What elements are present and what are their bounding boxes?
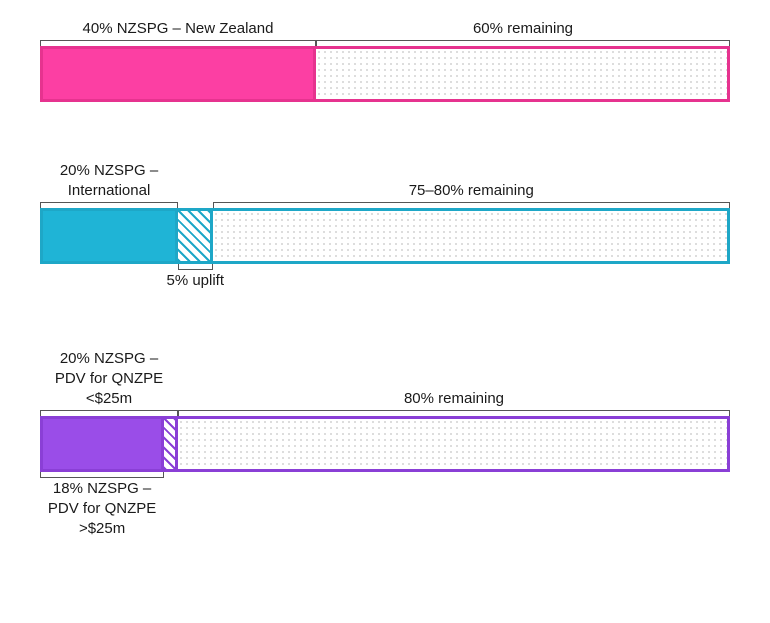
intl-seg-uplift	[178, 208, 213, 264]
nz-seg-remain	[316, 46, 730, 102]
intl-remain-label: 75–80% remaining	[409, 182, 534, 202]
pdv-top-label-l2: PDV for QNZPE	[55, 370, 163, 390]
pdv-top-labels: 20% NZSPG – PDV for QNZPE <$25m 80% rema…	[40, 350, 730, 416]
nz-main-label: 40% NZSPG – New Zealand	[83, 20, 274, 40]
nz-top-labels: 40% NZSPG – New Zealand 60% remaining	[40, 20, 730, 46]
pdv-top-label-l1: 20% NZSPG –	[60, 350, 158, 370]
bar-row-intl: 20% NZSPG – International 75–80% remaini…	[40, 162, 730, 290]
pdv-seg-remain	[178, 416, 730, 472]
intl-top-labels: 20% NZSPG – International 75–80% remaini…	[40, 162, 730, 208]
bar-row-pdv: 20% NZSPG – PDV for QNZPE <$25m 80% rema…	[40, 350, 730, 538]
intl-main-label-l2: International	[68, 182, 151, 202]
intl-bottom-labels: 5% uplift	[40, 264, 730, 290]
pdv-bottom-label-l3: >$25m	[79, 518, 125, 538]
intl-main-label-l1: 20% NZSPG –	[60, 162, 158, 182]
pdv-bottom-label-l1: 18% NZSPG –	[53, 478, 151, 498]
pdv-bottom-label-l2: PDV for QNZPE	[48, 498, 156, 518]
intl-bar	[40, 208, 730, 264]
pdv-remain-label: 80% remaining	[404, 390, 504, 410]
nz-seg-main	[40, 46, 316, 102]
pdv-seg-2	[164, 416, 178, 472]
intl-seg-remain	[213, 208, 731, 264]
nz-bar	[40, 46, 730, 102]
intl-seg-main	[40, 208, 178, 264]
pdv-top-label-l3: <$25m	[86, 390, 132, 410]
nz-remain-label: 60% remaining	[473, 20, 573, 40]
chart-canvas: 40% NZSPG – New Zealand 60% remaining 20…	[0, 0, 770, 623]
pdv-bottom-labels: 18% NZSPG – PDV for QNZPE >$25m	[40, 472, 730, 538]
pdv-bar	[40, 416, 730, 472]
bar-row-nz: 40% NZSPG – New Zealand 60% remaining	[40, 20, 730, 102]
pdv-seg-18	[40, 416, 164, 472]
